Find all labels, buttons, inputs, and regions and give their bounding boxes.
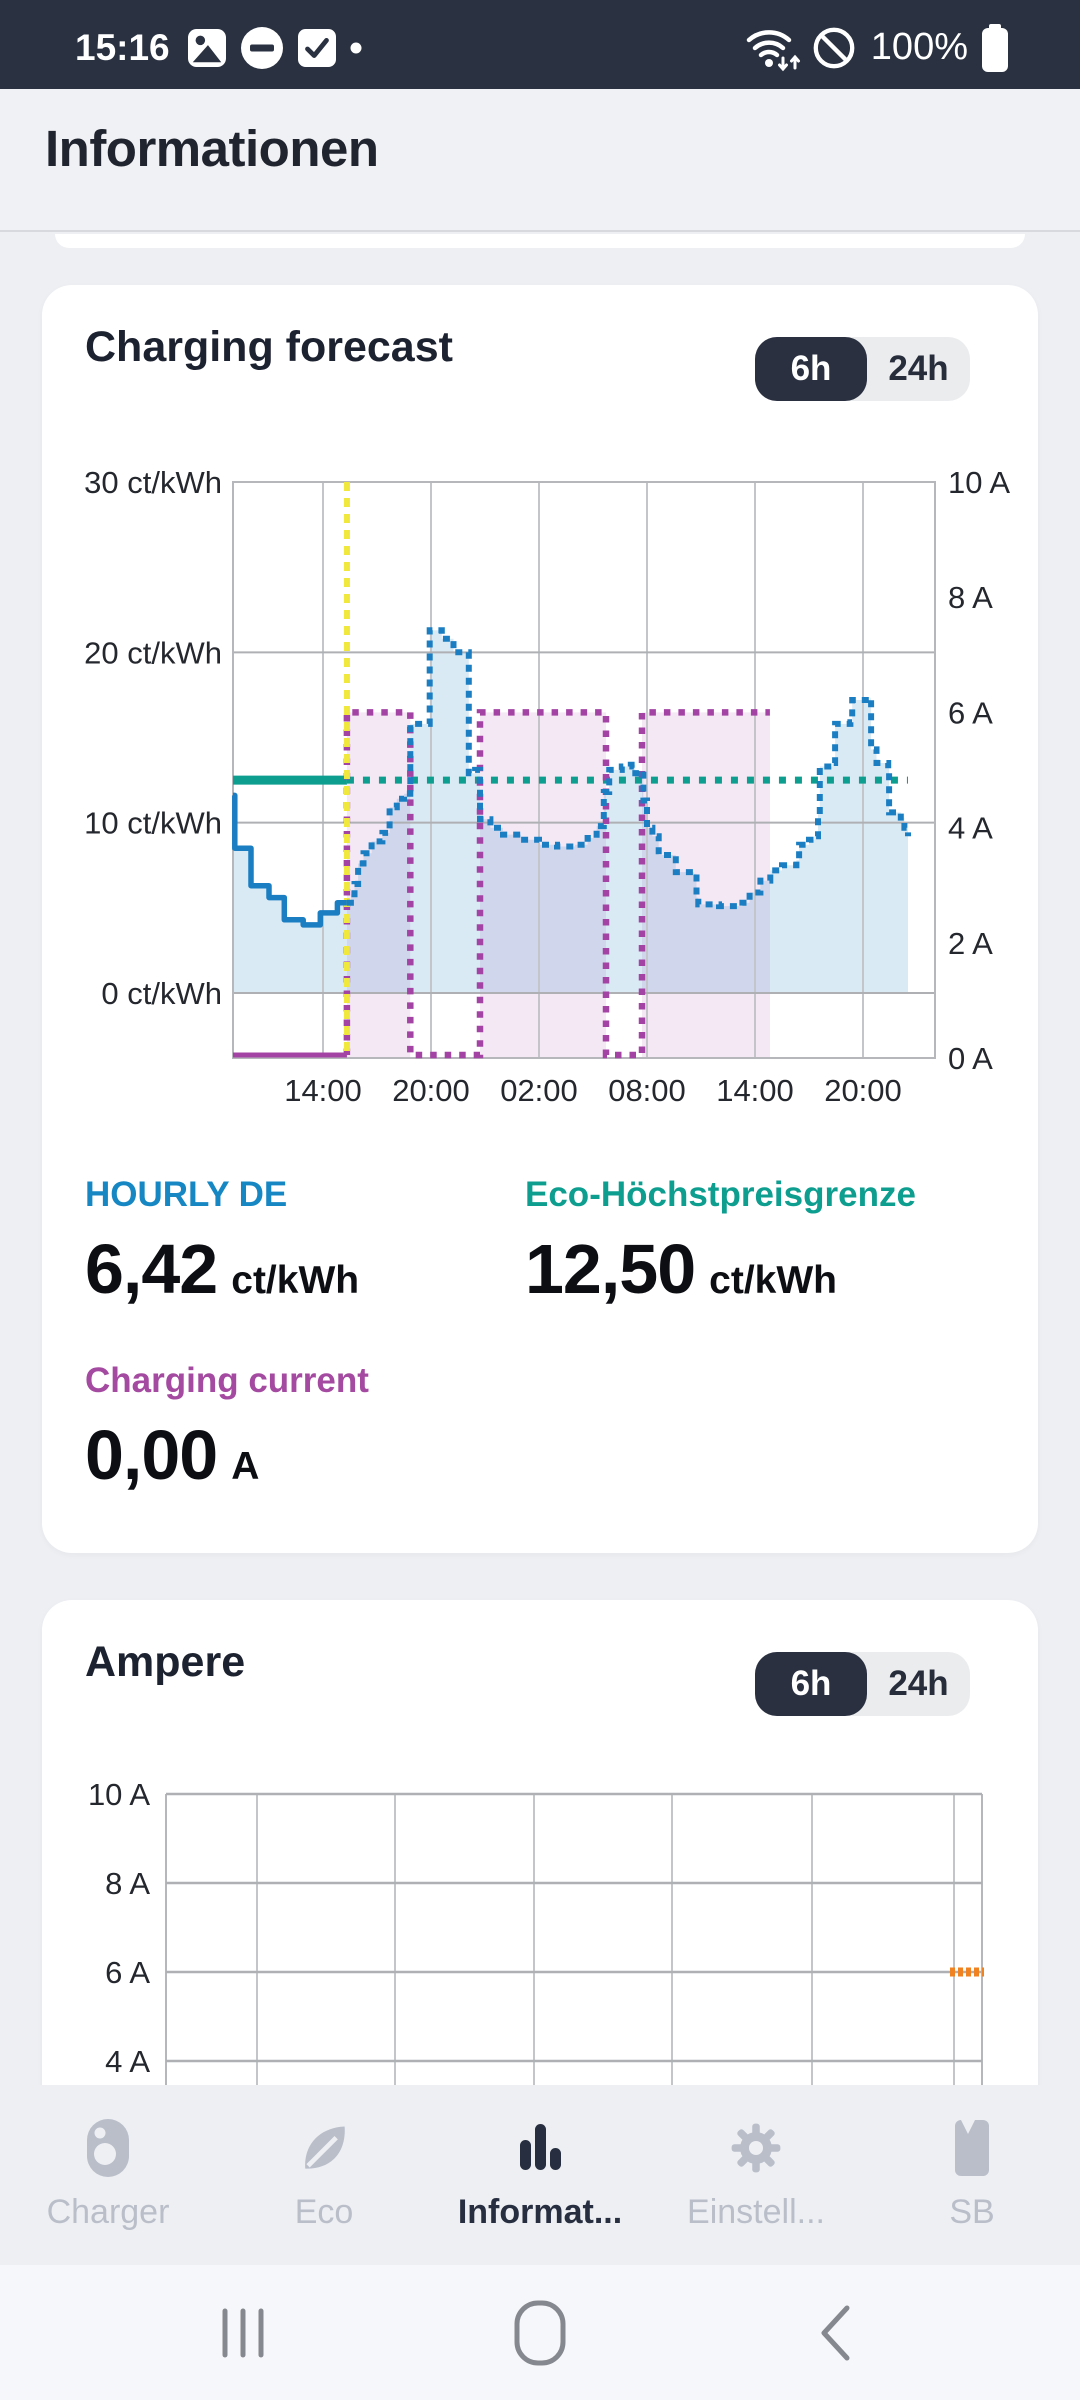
battery-percent: 100% (870, 26, 968, 68)
forecast-stats: HOURLY DE 6,42 ct/kWh Eco-Höchstpreisgre… (42, 1175, 1038, 1495)
status-bar: 15:16 100% (0, 0, 1080, 89)
x-tick: 20:00 (392, 1073, 470, 1108)
charging-forecast-area (642, 712, 770, 1058)
card-title: Ampere (85, 1638, 246, 1686)
stat-value: 6,42 (85, 1230, 218, 1308)
y-left-tick: 20 ct/kWh (84, 635, 222, 670)
nav-item-charger[interactable]: Charger (0, 2085, 216, 2265)
home-icon[interactable] (514, 2265, 566, 2400)
clock: 15:16 (75, 26, 170, 68)
charging-forecast-header: Charging forecast 6h 24h (42, 285, 1038, 405)
stat-value: 0,00 (85, 1416, 218, 1494)
y-left-tick: 0 ct/kWh (101, 976, 222, 1011)
stat-value: 12,50 (525, 1230, 696, 1308)
gesture-bar (0, 2265, 1080, 2400)
battery-icon (982, 23, 1008, 72)
stat-unit: A (231, 1445, 260, 1488)
ampere-chart[interactable]: 10 A 8 A 6 A 4 A (60, 1770, 1040, 2085)
y-right-tick: 2 A (948, 926, 993, 961)
eco-leaf-icon (294, 2113, 354, 2183)
y-tick: 10 A (88, 1777, 150, 1812)
ampere-range-toggle[interactable]: 6h 24h (755, 1652, 970, 1716)
plot-background (166, 1794, 982, 2085)
x-tick: 14:00 (284, 1073, 362, 1108)
app-header: Informationen (0, 89, 1080, 232)
stat-hourly-price: HOURLY DE 6,42 ct/kWh (85, 1175, 525, 1309)
toggle-6h[interactable]: 6h (755, 1652, 867, 1716)
toggle-24h[interactable]: 24h (888, 349, 949, 388)
card-title: Charging forecast (85, 323, 453, 371)
x-tick: 20:00 (824, 1073, 902, 1108)
charging-current-forecast (343, 709, 770, 1059)
system-status-icons: 100% (745, 23, 1010, 72)
bookmark-icon (948, 2113, 996, 2183)
nav-label: Einstell... (687, 2193, 825, 2231)
stat-label: HOURLY DE (85, 1175, 288, 1214)
stat-label: Charging current (85, 1361, 369, 1400)
nav-label: Informat... (457, 2193, 623, 2231)
charging-forecast-chart[interactable]: 30 ct/kWh 20 ct/kWh 10 ct/kWh 0 ct/kWh 10 A 8… (60, 455, 1030, 1110)
notification-dot (350, 42, 362, 53)
x-tick: 08:00 (608, 1073, 686, 1108)
nav-label: Eco (294, 2193, 354, 2231)
y-right-tick: 6 A (948, 695, 993, 730)
y-tick: 4 A (105, 2044, 150, 2079)
stat-unit: ct/kWh (709, 1259, 838, 1302)
do-not-disturb-icon (240, 26, 283, 69)
ampere-header: Ampere 6h 24h (42, 1600, 1038, 1720)
nav-item-eco[interactable]: Eco (216, 2085, 432, 2265)
notification-icons (187, 26, 362, 70)
y-tick: 8 A (105, 1866, 150, 1901)
charging-forecast-area (480, 712, 606, 1058)
toggle-24h[interactable]: 24h (888, 1664, 949, 1703)
bar-chart-icon (516, 2113, 564, 2183)
stat-charging-current: Charging current 0,00 A (85, 1361, 525, 1495)
page-title: Informationen (45, 120, 379, 177)
y-right-tick: 4 A (948, 811, 993, 846)
x-tick: 02:00 (500, 1073, 578, 1108)
back-icon[interactable] (818, 2265, 852, 2400)
y-tick: 6 A (105, 1955, 150, 1990)
wifi-network-icon (746, 29, 800, 71)
y-left-tick: 10 ct/kWh (84, 806, 222, 841)
nav-item-informationen[interactable]: Informat... (432, 2085, 648, 2265)
price-line-forecast (346, 627, 911, 910)
x-tick: 14:00 (716, 1073, 794, 1108)
forecast-range-toggle[interactable]: 6h 24h (755, 337, 970, 401)
stat-unit: ct/kWh (231, 1259, 360, 1302)
y-right-tick: 10 A (948, 465, 1010, 500)
nav-label: SB (949, 2193, 995, 2231)
charging-forecast-card: Charging forecast 6h 24h 30 ct/kWh 20 ct/… (42, 285, 1038, 1553)
price-area (233, 630, 908, 993)
y-left-tick: 30 ct/kWh (84, 465, 222, 500)
stat-label: Eco-Höchstpreisgrenze (525, 1175, 916, 1214)
nav-item-sb[interactable]: SB (864, 2085, 1080, 2265)
nav-item-einstellungen[interactable]: Einstell... (648, 2085, 864, 2265)
previous-card-fragment (55, 234, 1025, 248)
gear-icon (726, 2113, 786, 2183)
stat-eco-price-limit: Eco-Höchstpreisgrenze 12,50 ct/kWh (525, 1175, 995, 1309)
y-right-tick: 0 A (948, 1041, 993, 1076)
plot-border (232, 481, 936, 1059)
bottom-nav: Charger Eco Informat... (0, 2085, 1080, 2265)
price-line-history (232, 792, 347, 928)
nav-label: Charger (46, 2193, 170, 2231)
recents-icon[interactable] (220, 2265, 266, 2400)
y-right-tick: 8 A (948, 580, 993, 615)
no-sim-icon (813, 27, 855, 68)
toggle-6h[interactable]: 6h (755, 337, 867, 401)
checkbox-notification-icon (297, 28, 336, 67)
image-notification-icon (187, 28, 226, 67)
charger-icon (84, 2113, 132, 2183)
